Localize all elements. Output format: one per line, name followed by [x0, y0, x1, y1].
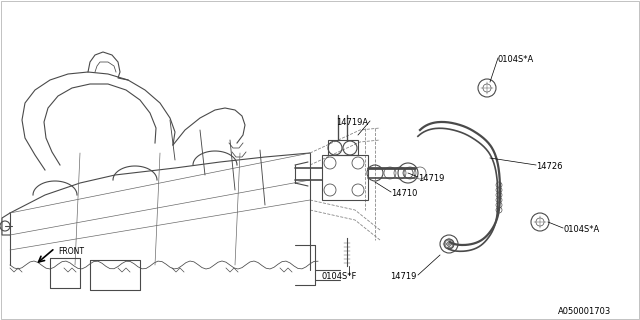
- Bar: [328, 140, 358, 155]
- Text: 14719: 14719: [390, 272, 417, 281]
- Text: 14710: 14710: [391, 189, 417, 198]
- Text: 14719: 14719: [418, 174, 444, 183]
- Bar: [322, 155, 368, 200]
- Text: A050001703: A050001703: [558, 307, 611, 316]
- Text: 14719A: 14719A: [336, 118, 368, 127]
- Text: 14726: 14726: [536, 162, 563, 171]
- Text: 0104S*F: 0104S*F: [321, 272, 356, 281]
- Text: 0104S*A: 0104S*A: [498, 55, 534, 64]
- Text: 0104S*A: 0104S*A: [563, 225, 599, 234]
- Text: FRONT: FRONT: [58, 247, 84, 257]
